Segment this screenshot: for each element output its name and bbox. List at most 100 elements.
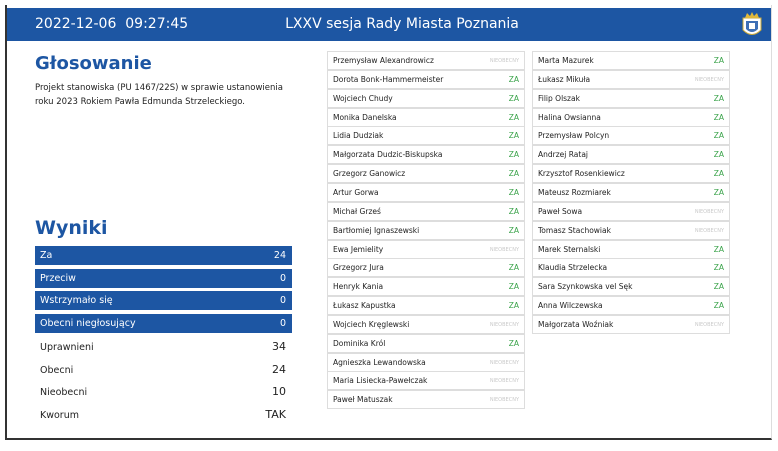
member-name: Marek Sternalski	[538, 244, 601, 254]
member-name: Wojciech Kręglewski	[333, 319, 410, 329]
member-row: Mateusz Rozmiarek ZA	[532, 182, 730, 202]
result-label: Wstrzymało się	[40, 295, 113, 307]
member-name: Lidia Dudziak	[333, 131, 384, 141]
member-name: Paweł Matuszak	[333, 395, 393, 405]
summary-label: Obecni	[40, 364, 74, 376]
member-name: Artur Gorwa	[333, 187, 379, 197]
member-status: ZA	[713, 244, 724, 254]
session-title: LXXV sesja Rady Miasta Poznania	[285, 16, 519, 32]
member-name: Przemysław Alexandrowicz	[333, 56, 434, 65]
member-status: NIEOBECNY	[694, 208, 724, 215]
member-row: Tomasz Stachowiak NIEOBECNY	[532, 220, 730, 240]
member-status: NIEOBECNY	[489, 397, 519, 404]
member-name: Paweł Sowa	[538, 206, 583, 216]
member-status: NIEOBECNY	[489, 58, 519, 64]
member-name: Małgorzata Dudzic-Biskupska	[333, 150, 443, 160]
summary-row: Obecni 24	[35, 361, 292, 380]
summary-row: Kworum TAK	[35, 406, 292, 425]
member-name: Marta Mazurek	[538, 56, 594, 65]
member-status: ZA	[713, 263, 724, 273]
result-value: 0	[279, 295, 286, 307]
result-value: 24	[273, 250, 286, 261]
member-name: Wojciech Chudy	[333, 93, 393, 103]
member-status: ZA	[713, 301, 724, 311]
member-row: Anna Wilczewska ZA	[532, 296, 730, 316]
member-status: ZA	[508, 282, 519, 292]
member-row: Filip Olszak ZA	[532, 88, 730, 108]
member-row: Maria Lisiecka-Pawełczak NIEOBECNY	[327, 371, 525, 391]
summary-row: Uprawnieni 34	[35, 338, 292, 357]
member-row: Marta Mazurek ZA	[532, 51, 730, 70]
member-name: Michał Grześ	[333, 206, 381, 216]
member-row: Dominika Król ZA	[327, 333, 525, 353]
member-name: Bartłomiej Ignaszewski	[333, 225, 420, 235]
member-name: Agnieszka Lewandowska	[333, 357, 426, 367]
result-row: Przeciw 0	[35, 268, 292, 288]
member-status: NIEOBECNY	[489, 359, 519, 366]
member-row: Lidia Dudziak ZA	[327, 126, 525, 146]
results-title: Wyniki	[35, 217, 108, 239]
member-name: Maria Lisiecka-Pawełczak	[333, 376, 428, 386]
member-status: ZA	[508, 150, 519, 160]
member-status: ZA	[713, 131, 724, 141]
member-status: NIEOBECNY	[694, 227, 724, 234]
result-label: Obecni niegłosujący	[40, 318, 136, 330]
member-row: Grzegorz Ganowicz ZA	[327, 164, 525, 184]
result-label: Przeciw	[40, 272, 76, 284]
result-value: 0	[279, 272, 286, 284]
member-row: Agnieszka Lewandowska NIEOBECNY	[327, 352, 525, 372]
result-value: 0	[279, 318, 286, 330]
member-name: Dorota Bonk-Hammermeister	[333, 74, 444, 84]
member-status: NIEOBECNY	[694, 321, 724, 328]
result-row: Obecni niegłosujący 0	[35, 314, 292, 334]
member-status: ZA	[713, 169, 724, 179]
member-name: Grzegorz Ganowicz	[333, 169, 406, 179]
member-status: ZA	[713, 112, 724, 122]
member-status: ZA	[508, 225, 519, 235]
member-row: Michał Grześ ZA	[327, 201, 525, 221]
member-row: Przemysław Alexandrowicz NIEOBECNY	[327, 51, 525, 70]
summary-label: Kworum	[40, 409, 79, 421]
member-row: Dorota Bonk-Hammermeister ZA	[327, 69, 525, 89]
member-status: ZA	[508, 301, 519, 311]
member-row: Bartłomiej Ignaszewski ZA	[327, 220, 525, 240]
member-row: Łukasz Kapustka ZA	[327, 296, 525, 316]
member-name: Sara Szynkowska vel Sęk	[538, 282, 633, 292]
member-status: ZA	[508, 74, 519, 84]
member-row: Sara Szynkowska vel Sęk ZA	[532, 277, 730, 297]
member-status: ZA	[713, 56, 724, 65]
member-row: Marek Sternalski ZA	[532, 239, 730, 259]
member-status: ZA	[713, 150, 724, 160]
member-row: Paweł Sowa NIEOBECNY	[532, 201, 730, 221]
screen: 2022-12-06 09:27:45 LXXV sesja Rady Mias…	[5, 5, 772, 440]
member-status: NIEOBECNY	[489, 378, 519, 385]
member-status: NIEOBECNY	[489, 321, 519, 328]
member-row: Andrzej Rataj ZA	[532, 145, 730, 165]
member-status: ZA	[713, 187, 724, 197]
member-name: Łukasz Kapustka	[333, 301, 396, 311]
member-name: Dominika Król	[333, 338, 386, 348]
member-row: Artur Gorwa ZA	[327, 182, 525, 202]
voting-description: Projekt stanowiska (PU 1467/22S) w spraw…	[35, 83, 283, 107]
result-row: Za 24	[35, 246, 292, 265]
member-status: ZA	[508, 112, 519, 122]
member-name: Krzysztof Rosenkiewicz	[538, 169, 625, 179]
header: 2022-12-06 09:27:45 LXXV sesja Rady Mias…	[7, 8, 771, 41]
member-name: Przemysław Polcyn	[538, 131, 610, 141]
member-name: Andrzej Rataj	[538, 150, 589, 160]
member-row: Łukasz Mikuła NIEOBECNY	[532, 69, 730, 89]
member-row: Ewa Jemielity NIEOBECNY	[327, 239, 525, 259]
voting-title: Głosowanie	[35, 53, 152, 74]
summary-value: TAK	[265, 407, 286, 421]
member-row: Grzegorz Jura ZA	[327, 258, 525, 278]
member-status: NIEOBECNY	[694, 76, 724, 83]
result-row: Wstrzymało się 0	[35, 291, 292, 311]
member-name: Mateusz Rozmiarek	[538, 187, 611, 197]
member-status: ZA	[508, 93, 519, 103]
member-status: NIEOBECNY	[489, 246, 519, 253]
result-label: Za	[40, 250, 53, 261]
member-row: Wojciech Kręglewski NIEOBECNY	[327, 314, 525, 334]
member-row: Paweł Matuszak NIEOBECNY	[327, 390, 525, 410]
member-row: Małgorzata Dudzic-Biskupska ZA	[327, 145, 525, 165]
